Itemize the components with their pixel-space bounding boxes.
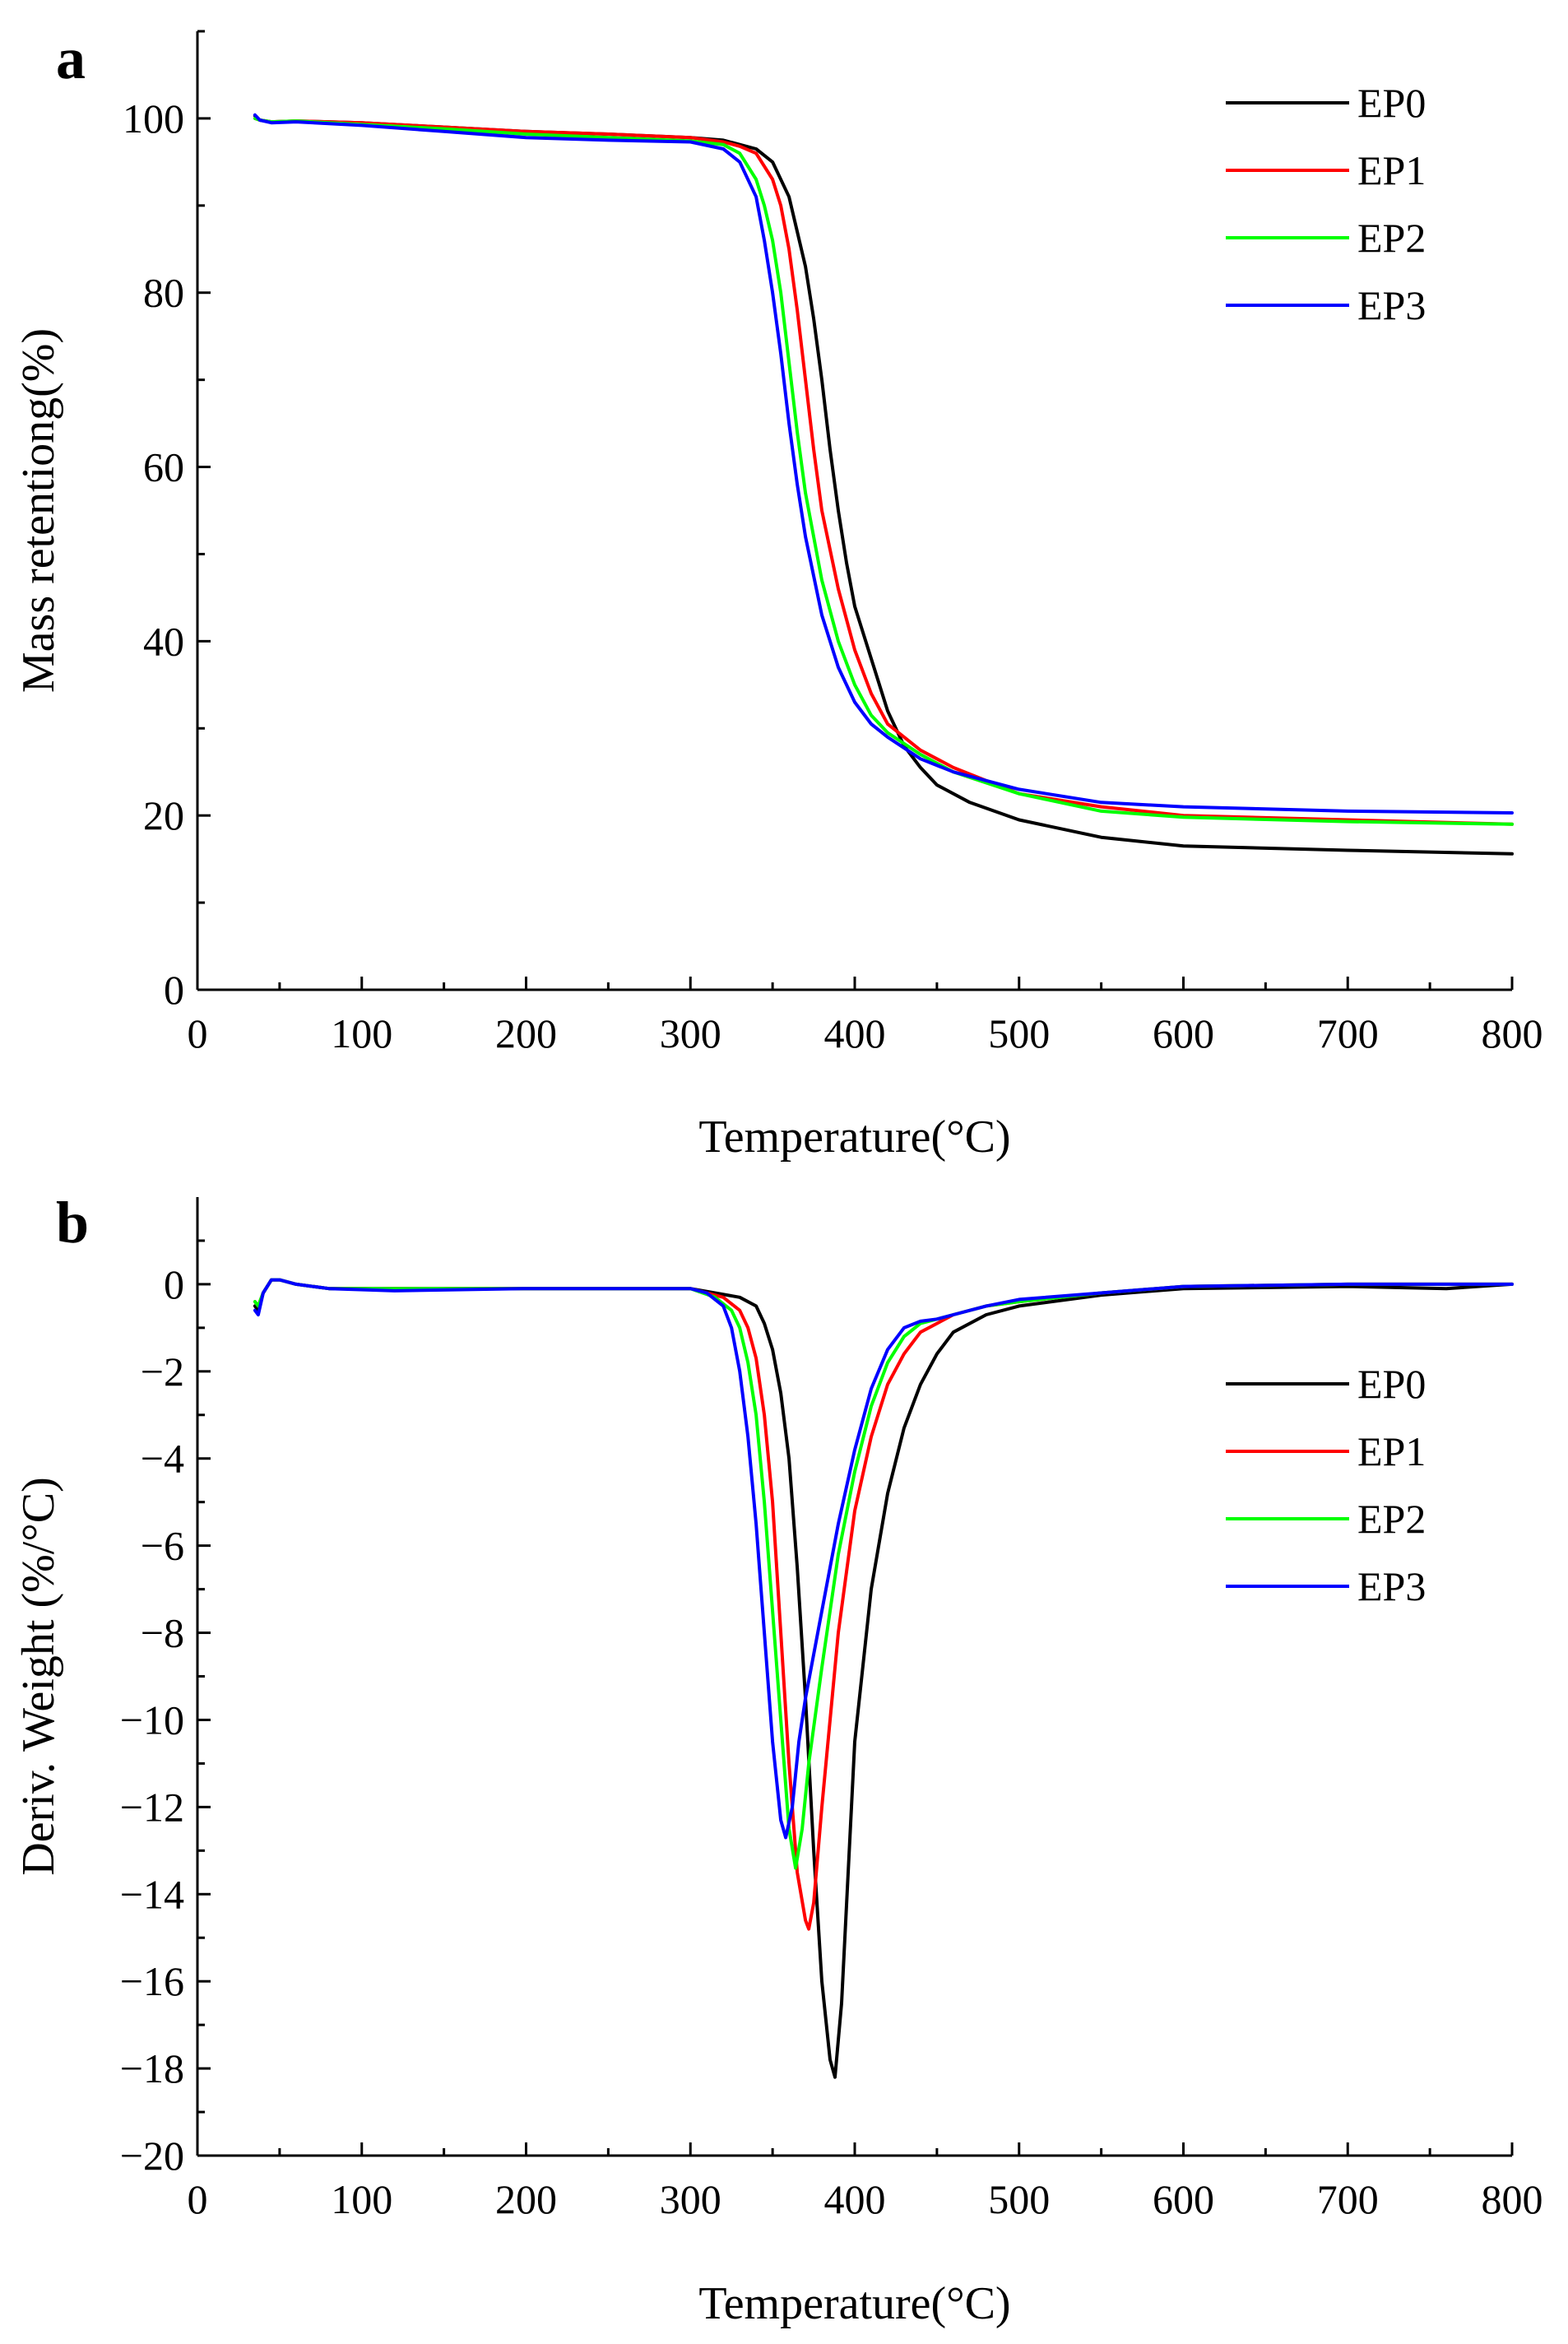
y-tick-label: −10 xyxy=(120,1696,184,1743)
y-tick-label: 60 xyxy=(143,444,184,490)
panel-a-letter: a xyxy=(56,26,86,91)
panel-a-series xyxy=(253,113,1514,856)
x-tick-label: 100 xyxy=(331,2176,392,2222)
x-tick-label: 200 xyxy=(495,2176,557,2222)
y-tick-label: 0 xyxy=(164,967,184,1013)
x-tick-label: 800 xyxy=(1482,1010,1543,1056)
x-tick-label: 500 xyxy=(988,2176,1050,2222)
series-line-ep3 xyxy=(253,113,1514,815)
y-tick-label: −16 xyxy=(120,1958,184,2004)
legend-label-ep1: EP1 xyxy=(1357,147,1426,193)
x-tick-label: 600 xyxy=(1153,1010,1214,1056)
panel-b-series xyxy=(253,1278,1514,2079)
y-tick-label: −18 xyxy=(120,2045,184,2091)
x-tick-label: 100 xyxy=(331,1010,392,1056)
legend-label-ep3: EP3 xyxy=(1357,1563,1426,1609)
legend-label-ep3: EP3 xyxy=(1357,282,1426,328)
y-tick-label: −20 xyxy=(120,2133,184,2179)
x-tick-label: 400 xyxy=(824,2176,886,2222)
y-tick-label: −14 xyxy=(120,1871,184,1917)
x-tick-label: 700 xyxy=(1317,1010,1379,1056)
series-line-ep2 xyxy=(253,1278,1514,1870)
panel-b-y-axis-title: Deriv. Weight (%/°C) xyxy=(13,1477,64,1875)
panel-b-axes: 0 100 200 300 400 500 600 700 800 0 −2 −4 −6 −8 −10 −12… xyxy=(120,1197,1543,2222)
x-tick-label: 300 xyxy=(660,2176,721,2222)
panel-a-y-axis-title: Mass retentiong(%) xyxy=(13,328,64,693)
legend-label-ep2: EP2 xyxy=(1357,215,1426,261)
y-tick-label: −6 xyxy=(141,1523,184,1569)
panel-b-letter: b xyxy=(56,1190,89,1256)
y-tick-label: 0 xyxy=(164,1261,184,1307)
y-tick-label: 20 xyxy=(143,792,184,838)
legend-label-ep0: EP0 xyxy=(1357,80,1426,126)
x-tick-label: 800 xyxy=(1482,2176,1543,2222)
x-tick-label: 500 xyxy=(988,1010,1050,1056)
panel-b-x-axis-title: Temperature(°C) xyxy=(698,2278,1010,2329)
y-tick-label: 40 xyxy=(143,618,184,664)
panel-a-legend: EP0 EP1 EP2 EP3 xyxy=(1226,80,1426,328)
panel-a-tga-chart: a 0 100 200 300 400 500 600 700 800020406080100 … xyxy=(13,26,1543,1163)
legend-label-ep1: EP1 xyxy=(1357,1428,1426,1474)
x-tick-label: 700 xyxy=(1317,2176,1379,2222)
y-tick-label: −8 xyxy=(141,1610,184,1656)
panel-b-legend: EP0 EP1 EP2 EP3 xyxy=(1226,1361,1426,1609)
x-tick-label: 400 xyxy=(824,1010,886,1056)
y-tick-label: −12 xyxy=(120,1784,184,1830)
legend-label-ep2: EP2 xyxy=(1357,1496,1426,1542)
series-line-ep1 xyxy=(253,116,1514,826)
y-tick-label: −2 xyxy=(141,1348,184,1395)
x-tick-label: 0 xyxy=(188,2176,208,2222)
x-tick-label: 600 xyxy=(1153,2176,1214,2222)
panel-a-x-axis-title: Temperature(°C) xyxy=(698,1112,1010,1163)
panel-b-dtg-chart: b 0 100 200 300 400 500 600 700 800 0 −2 −4 −6 −8 −10 −… xyxy=(13,1190,1543,2329)
series-line-ep3 xyxy=(253,1278,1514,1840)
x-tick-label: 300 xyxy=(660,1010,721,1056)
x-tick-label: 200 xyxy=(495,1010,557,1056)
x-tick-label: 0 xyxy=(188,1010,208,1056)
y-tick-label: 100 xyxy=(123,95,184,142)
y-tick-label: −4 xyxy=(141,1436,184,1482)
series-line-ep0 xyxy=(253,114,1514,856)
legend-label-ep0: EP0 xyxy=(1357,1361,1426,1407)
y-tick-label: 80 xyxy=(143,270,184,316)
panel-a-axes: 0 100 200 300 400 500 600 700 800 0 20 40 60 80 100 xyxy=(123,30,1543,1056)
